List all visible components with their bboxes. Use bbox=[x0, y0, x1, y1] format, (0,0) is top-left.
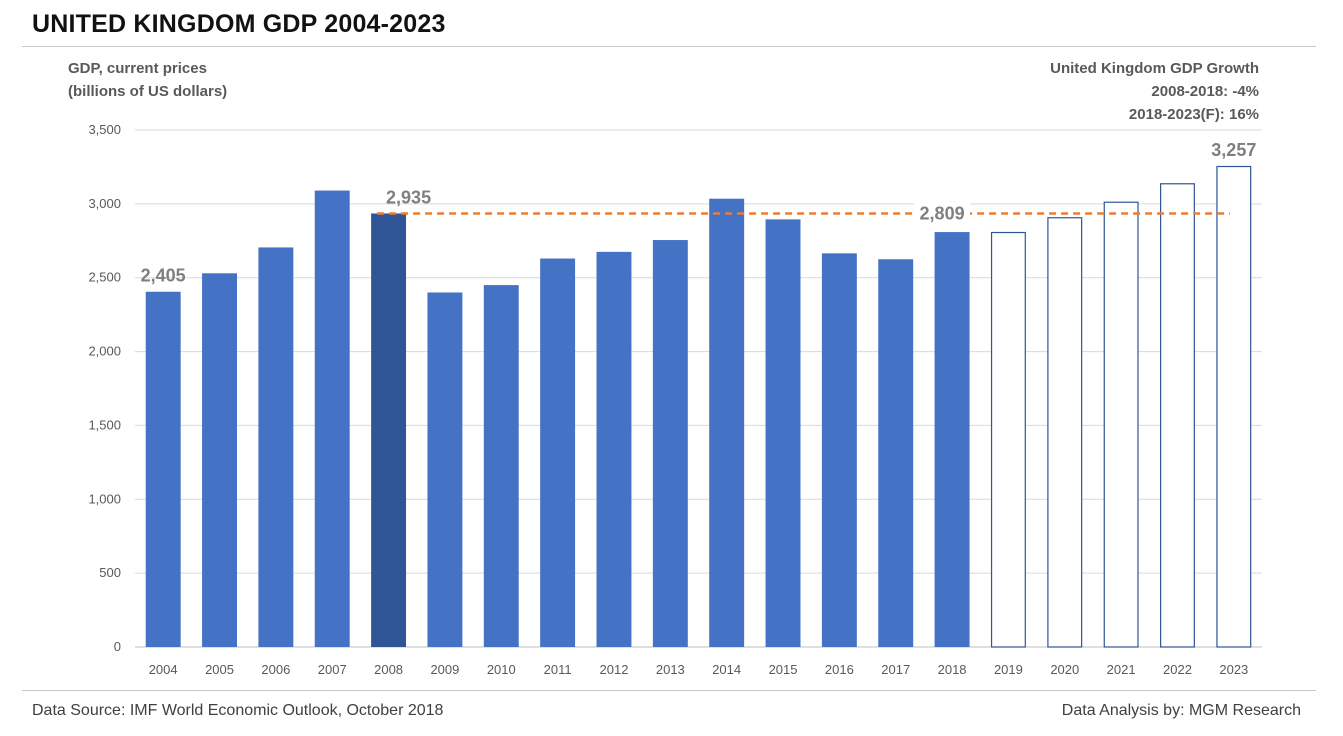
data-label-2018: 2,809 bbox=[920, 203, 965, 223]
data-source: Data Source: IMF World Economic Outlook,… bbox=[32, 702, 444, 719]
y-tick-label: 500 bbox=[99, 565, 121, 580]
bar-2011 bbox=[540, 258, 576, 647]
bar-2022 bbox=[1160, 183, 1195, 648]
bar-2010 bbox=[483, 285, 519, 647]
data-analysis-credit: Data Analysis by: MGM Research bbox=[1061, 702, 1301, 719]
x-tick-label: 2014 bbox=[712, 662, 741, 677]
x-tick-label: 2019 bbox=[994, 662, 1023, 677]
x-tick-label: 2011 bbox=[544, 662, 572, 677]
bar-2018 bbox=[934, 232, 970, 648]
y-tick-label: 2,000 bbox=[88, 344, 121, 359]
bar-2015 bbox=[765, 219, 801, 648]
x-tick-label: 2015 bbox=[769, 662, 798, 677]
bar-2006 bbox=[258, 247, 294, 647]
x-tick-label: 2020 bbox=[1050, 662, 1079, 677]
x-tick-label: 2022 bbox=[1163, 662, 1192, 677]
x-tick-label: 2016 bbox=[825, 662, 854, 677]
bar-2012 bbox=[596, 251, 632, 647]
x-tick-label: 2023 bbox=[1219, 662, 1248, 677]
bar-2005 bbox=[202, 273, 237, 647]
bar-2016 bbox=[821, 253, 857, 647]
chart-title: UNITED KINGDOM GDP 2004-2023 bbox=[32, 10, 446, 38]
x-tick-label: 2021 bbox=[1107, 662, 1136, 677]
bar-2004 bbox=[145, 291, 181, 647]
growth-note-line2: 2018-2023(F): 16% bbox=[1128, 106, 1259, 123]
bar-2023 bbox=[1216, 165, 1252, 648]
data-label-2004: 2,405 bbox=[141, 266, 186, 286]
gdp-bar-chart: 0 500 1,000 1,500 2,000 2,500 3,000 3,500 2004 20… bbox=[88, 122, 1262, 677]
x-tick-label: 2008 bbox=[374, 662, 403, 677]
bar-2017 bbox=[878, 259, 914, 647]
footer-divider bbox=[22, 690, 1316, 691]
x-tick-label: 2009 bbox=[430, 662, 459, 677]
y-tick-label: 2,500 bbox=[88, 270, 121, 285]
growth-note-title: United Kingdom GDP Growth bbox=[1050, 60, 1259, 77]
data-label-2023: 3,257 bbox=[1211, 140, 1256, 160]
x-tick-label: 2013 bbox=[656, 662, 685, 677]
y-axis-label-line2: (billions of US dollars) bbox=[68, 83, 228, 100]
x-tick-label: 2005 bbox=[205, 662, 234, 677]
bar-2019 bbox=[990, 231, 1026, 648]
x-tick-label: 2010 bbox=[487, 662, 516, 677]
bar-2008 bbox=[371, 213, 407, 648]
bar-2020 bbox=[1047, 217, 1083, 648]
y-axis-label-line1: GDP, current prices bbox=[68, 60, 207, 77]
bar-2009 bbox=[427, 292, 463, 647]
y-axis-label: GDP, current prices (billions of US doll… bbox=[68, 57, 227, 103]
x-tick-label: 2018 bbox=[938, 662, 967, 677]
data-label-2008: 2,935 bbox=[386, 187, 431, 207]
y-tick-label: 1,000 bbox=[88, 491, 121, 506]
x-tick-label: 2012 bbox=[600, 662, 629, 677]
bar-2021 bbox=[1103, 201, 1139, 648]
x-tick-label: 2004 bbox=[149, 662, 178, 677]
growth-note-line1: 2008-2018: -4% bbox=[1151, 83, 1259, 100]
y-tick-label: 1,500 bbox=[88, 417, 121, 432]
x-tick-label: 2017 bbox=[881, 662, 910, 677]
x-tick-label: 2006 bbox=[261, 662, 290, 677]
y-tick-label: 3,500 bbox=[88, 122, 121, 137]
bar-2013 bbox=[652, 240, 688, 647]
bar-2007 bbox=[314, 190, 350, 647]
bar-2014 bbox=[709, 198, 745, 648]
data-label-bg bbox=[914, 200, 971, 223]
title-divider bbox=[22, 46, 1316, 47]
y-tick-label: 0 bbox=[114, 639, 121, 654]
x-tick-label: 2007 bbox=[318, 662, 347, 677]
y-tick-label: 3,000 bbox=[88, 196, 121, 211]
growth-note: United Kingdom GDP Growth 2008-2018: -4%… bbox=[1050, 57, 1259, 126]
